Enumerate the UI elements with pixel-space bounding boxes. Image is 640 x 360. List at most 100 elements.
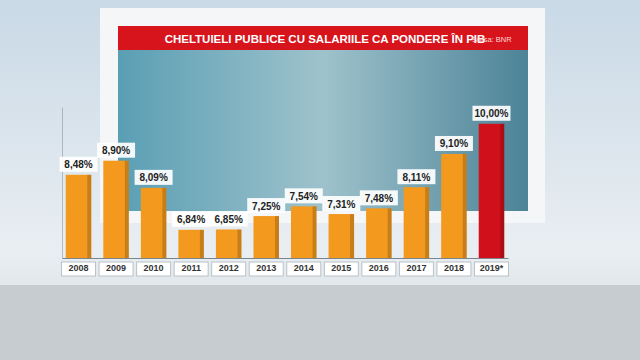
data-label-box [285, 188, 323, 203]
bar-shade [200, 230, 204, 258]
bar-shade [500, 124, 504, 258]
data-label: 6,85% [215, 214, 243, 225]
data-label-group: 7,48% [360, 190, 398, 205]
x-tick-box [249, 262, 283, 276]
data-label-box [135, 170, 173, 185]
bar-shade [125, 161, 129, 258]
bar-shade [87, 175, 91, 258]
source: Sursa: BNR [472, 35, 512, 44]
bar [216, 229, 242, 258]
bar [404, 187, 430, 258]
data-label-group: 8,48% [60, 157, 98, 172]
data-label-group: 7,31% [322, 196, 360, 211]
data-label-box [397, 169, 435, 184]
data-label-group: 7,54% [285, 188, 323, 203]
bar [366, 208, 392, 258]
data-label-group: 10,00% [472, 106, 510, 121]
x-tick-label: 2010 [144, 263, 164, 273]
x-tick: 2008 [62, 258, 96, 276]
bar-shade [313, 206, 317, 258]
data-label-box [360, 190, 398, 205]
x-tick-label: 2009 [106, 263, 126, 273]
x-tick: 2015 [324, 258, 358, 276]
data-label-box [435, 136, 473, 151]
bar-shade [350, 214, 354, 258]
data-label-box [472, 106, 510, 121]
x-tick: 2012 [212, 258, 246, 276]
bar-shade [237, 229, 241, 258]
x-tick-label: 2016 [369, 263, 389, 273]
data-label: 8,11% [402, 172, 430, 183]
x-tick-label: 2017 [406, 263, 426, 273]
data-label-group: 7,25% [247, 198, 285, 213]
x-tick-box [62, 262, 96, 276]
data-label-box [172, 212, 210, 227]
x-tick: 2017 [399, 258, 433, 276]
data-label-group: 9,10% [435, 136, 473, 151]
x-axis-line [63, 258, 509, 259]
x-tick-box [362, 262, 396, 276]
x-tick-box [437, 262, 471, 276]
data-label-box [247, 198, 285, 213]
x-axis: 2008 2009 2010 2011 2012 2013 2014 2015 2016 2017… [62, 258, 509, 276]
x-tick-box [399, 262, 433, 276]
bar [253, 216, 279, 258]
x-tick: 2019* [474, 258, 508, 276]
bar [329, 214, 355, 258]
background [0, 0, 640, 360]
floor [0, 285, 640, 360]
title: CHELTUIELI PUBLICE CU SALARIILE CA PONDE… [165, 33, 486, 45]
data-label: 7,31% [327, 199, 355, 210]
x-tick-box [287, 262, 321, 276]
data-label-box [210, 211, 248, 226]
screen-frame [100, 8, 545, 223]
data-label-box [60, 157, 98, 172]
bar-shade [388, 208, 392, 258]
bar [479, 124, 505, 258]
x-tick-box [324, 262, 358, 276]
x-tick-box [137, 262, 171, 276]
data-label: 6,84% [177, 214, 205, 225]
data-label-group: 8,90% [97, 143, 135, 158]
bar [103, 161, 129, 258]
data-label: 8,90% [102, 145, 130, 156]
data-label: 10,00% [475, 108, 509, 119]
data-label: 8,48% [64, 159, 92, 170]
x-tick-label: 2011 [181, 263, 201, 273]
data-label: 8,09% [139, 172, 167, 183]
x-tick-box [474, 262, 508, 276]
x-tick: 2013 [249, 258, 283, 276]
x-tick-label: 2014 [294, 263, 314, 273]
data-label: 7,54% [290, 191, 318, 202]
y-axis [62, 108, 63, 259]
bar-shade [162, 188, 166, 258]
x-tick-label: 2015 [331, 263, 351, 273]
data-label-group: 8,11% [397, 169, 435, 184]
x-tick-label: 2008 [69, 263, 89, 273]
x-tick-box [174, 262, 208, 276]
data-labels: 8,48% 8,90% 8,09% 6,84% 6,85% 7,25% 7,54% 7,31%… [60, 106, 511, 227]
bar [291, 206, 317, 258]
title-banner [118, 26, 528, 50]
bar [141, 188, 167, 258]
x-tick: 2014 [287, 258, 321, 276]
x-tick-label: 2012 [219, 263, 239, 273]
y-axis-line [62, 108, 63, 259]
data-label: 7,48% [365, 193, 393, 204]
x-tick-label: 2019* [480, 263, 504, 273]
x-tick-box [99, 262, 133, 276]
bar-shade [275, 216, 279, 258]
x-tick-label: 2013 [256, 263, 276, 273]
x-tick: 2016 [362, 258, 396, 276]
bar [66, 175, 92, 258]
bar [441, 154, 467, 258]
x-tick: 2011 [174, 258, 208, 276]
data-label: 9,10% [440, 138, 468, 149]
chart: CHELTUIELI PUBLICE CU SALARIILE CA PONDE… [0, 0, 640, 360]
data-label-box [322, 196, 360, 211]
x-tick-label: 2018 [444, 263, 464, 273]
x-tick-box [212, 262, 246, 276]
data-label-box [97, 143, 135, 158]
x-tick: 2018 [437, 258, 471, 276]
bar-shade [425, 187, 429, 258]
